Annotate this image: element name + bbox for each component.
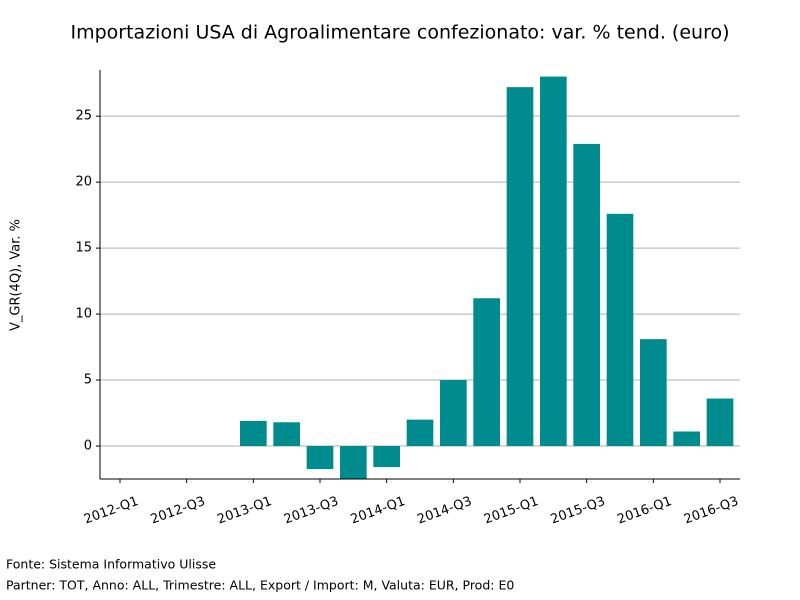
x-tick-label: 2015-Q1 [482, 494, 540, 528]
bar [640, 339, 667, 447]
x-tick-label: 2012-Q3 [149, 494, 207, 528]
bar [573, 143, 600, 447]
bar [473, 298, 500, 447]
bar [606, 213, 634, 447]
footnote: Partner: TOT, Anno: ALL, Trimestre: ALL,… [6, 578, 514, 593]
bar [373, 446, 400, 468]
bar [273, 422, 300, 447]
bar [540, 76, 567, 447]
bar [506, 87, 534, 447]
y-tick-label: 20 [75, 175, 92, 190]
x-tick-label: 2013-Q3 [282, 494, 340, 528]
x-tick-label: 2016-Q3 [682, 494, 740, 528]
bars [240, 76, 734, 479]
x-tick-label: 2014-Q3 [415, 494, 473, 528]
x-tick-label: 2014-Q1 [349, 494, 407, 528]
chart-title: Importazioni USA di Agroalimentare confe… [71, 22, 730, 44]
x-tick-label: 2012-Q1 [82, 494, 140, 528]
grid [100, 115, 740, 447]
y-tick-label: 25 [75, 109, 92, 124]
y-tick-label: 5 [84, 373, 92, 388]
x-tick-label: 2016-Q1 [615, 494, 673, 528]
x-tick-label: 2015-Q3 [549, 494, 607, 528]
bar [306, 446, 334, 470]
y-tick-label: 15 [75, 241, 92, 256]
bar [240, 420, 267, 447]
x-tick-label: 2013-Q1 [215, 494, 273, 528]
bar [406, 419, 434, 447]
bar [440, 380, 467, 447]
bar [706, 398, 734, 447]
footnote: Fonte: Sistema Informativo Ulisse [6, 557, 216, 572]
y-tick-label: 10 [75, 307, 92, 322]
y-axis-label: V_GR(4Q), Var. % [9, 219, 24, 331]
bar [673, 431, 700, 447]
y-tick-label: 0 [84, 439, 92, 454]
bar [340, 446, 367, 479]
